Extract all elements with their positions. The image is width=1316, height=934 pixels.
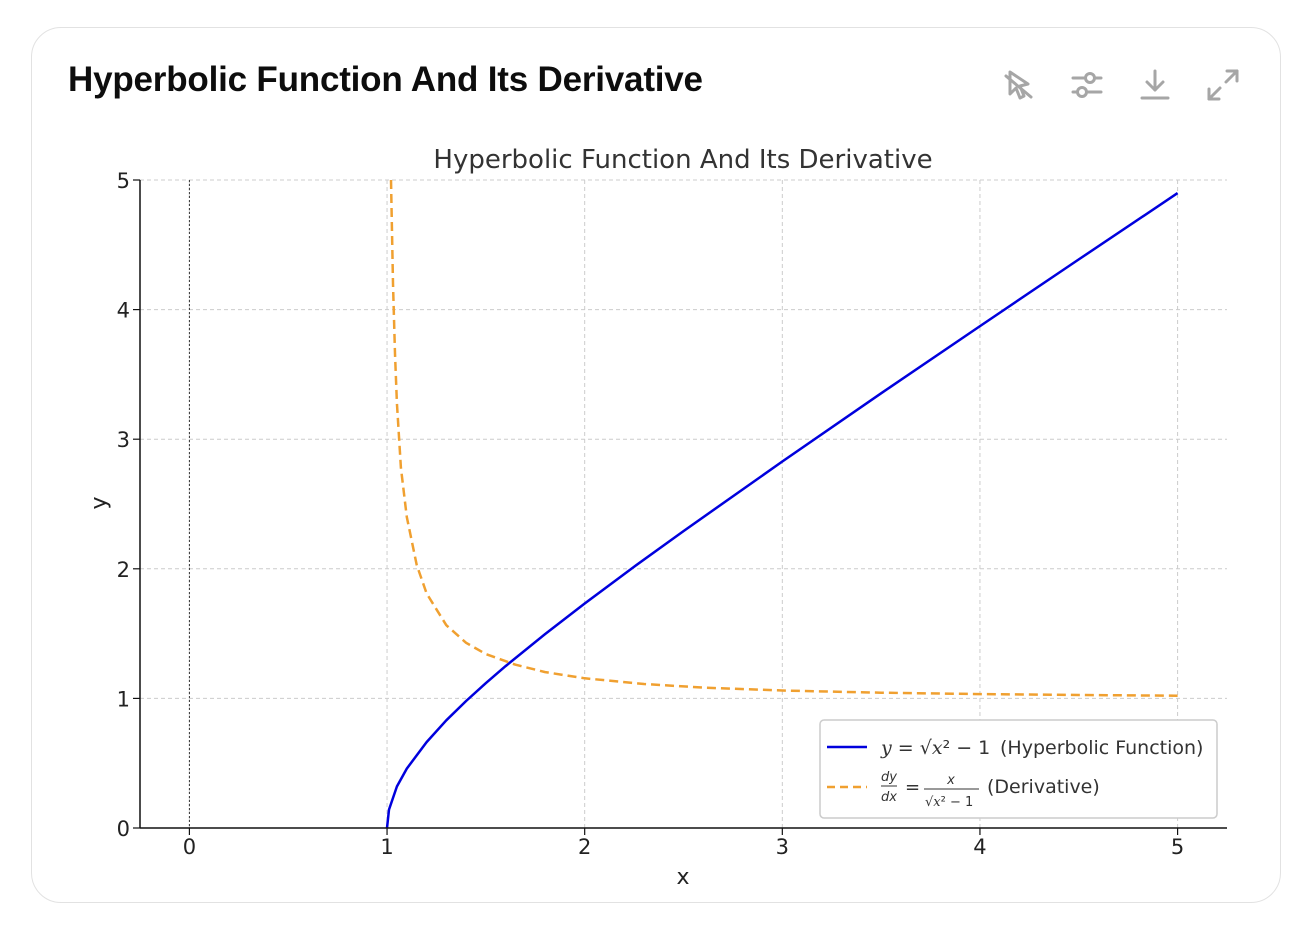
y-tick-label-1: 1 xyxy=(117,687,130,711)
cursor-off-icon xyxy=(1004,70,1033,100)
legend-box xyxy=(819,719,1218,819)
download-button[interactable] xyxy=(1134,64,1176,106)
svg-text:dx: dx xyxy=(881,790,897,805)
series-line-1 xyxy=(389,179,1178,697)
download-icon xyxy=(1140,69,1170,100)
x-tick-label-1: 1 xyxy=(380,835,393,859)
expand-button[interactable] xyxy=(1202,64,1244,106)
expand-icon xyxy=(1207,69,1239,101)
y-tick-label-3: 3 xyxy=(117,428,130,452)
legend-entry-hyperbolic: (Hyperbolic Function) xyxy=(1000,737,1203,759)
svg-text:=: = xyxy=(905,777,920,798)
svg-text:x: x xyxy=(946,773,955,788)
legend-entry-hyperbolic-math: y = √x² − 1 xyxy=(880,737,990,759)
y-tick-label-0: 0 xyxy=(117,817,130,841)
svg-text:√x² − 1: √x² − 1 xyxy=(925,795,973,810)
x-tick-label-0: 0 xyxy=(183,835,196,859)
y-tick-label-5: 5 xyxy=(117,169,130,193)
legend-entry-derivative: (Derivative) xyxy=(987,776,1100,798)
chart-toolbar xyxy=(998,64,1244,106)
series xyxy=(385,179,1179,829)
x-axis-label: x xyxy=(676,865,689,890)
legend: y = √x² − 1 (Hyperbolic Function) dy dx … xyxy=(819,719,1218,819)
x-tick-label-2: 2 xyxy=(578,835,591,859)
cursor-off-button[interactable] xyxy=(998,64,1040,106)
y-axis-label: y xyxy=(87,496,112,509)
series-line-0 xyxy=(385,192,1179,829)
x-tick-label-4: 4 xyxy=(973,835,986,859)
sliders-icon xyxy=(1071,72,1103,98)
x-tick-label-3: 3 xyxy=(776,835,789,859)
card-title: Hyperbolic Function And Its Derivative xyxy=(68,60,703,99)
axes: 0 1 2 3 4 5 0 1 2 3 4 5 xyxy=(117,169,1227,859)
x-tick-label-5: 5 xyxy=(1171,835,1184,859)
legend-entry-derivative-math: dy dx = x √x² − 1 xyxy=(881,770,979,810)
y-tick-label-2: 2 xyxy=(117,558,130,582)
y-tick-label-4: 4 xyxy=(117,299,130,323)
svg-text:dy: dy xyxy=(881,770,897,785)
sliders-button[interactable] xyxy=(1066,64,1108,106)
chart-card: Hyperbolic Function And Its Derivative xyxy=(31,27,1281,903)
chart-title: Hyperbolic Function And Its Derivative xyxy=(433,145,932,175)
